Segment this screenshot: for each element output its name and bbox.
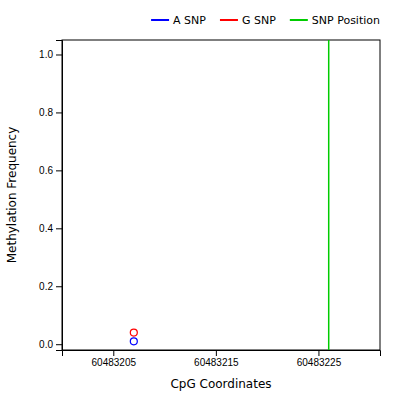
tick-label: 60483205: [92, 357, 137, 368]
tick-label: 0.4: [39, 223, 53, 234]
tick: 60483205: [92, 350, 137, 368]
legend-swatch: [151, 19, 169, 21]
point: [130, 329, 137, 336]
tick-label: 0.0: [39, 339, 53, 350]
y-axis: 0.0 0.2 0.4 0.6 0.8 1.0: [39, 41, 62, 351]
axis-domain: [63, 351, 381, 357]
legend-item: SNP Position: [290, 14, 380, 27]
series: [130, 338, 137, 345]
marks: [130, 40, 328, 350]
axis-domain: [56, 41, 63, 351]
legend-label: G SNP: [242, 14, 276, 27]
tick: 0.2: [39, 281, 62, 292]
x-axis-title: CpG Coordinates: [170, 377, 271, 391]
legend-label: SNP Position: [312, 14, 380, 27]
legend-item: A SNP: [151, 14, 206, 27]
tick-mark: [56, 228, 62, 229]
tick-mark: [56, 54, 62, 55]
legend-swatch: [290, 19, 308, 21]
tick: 60483225: [297, 350, 342, 368]
tick: 0.0: [39, 339, 62, 350]
tick-label: 1.0: [39, 49, 53, 60]
tick-mark: [56, 344, 62, 345]
tick-mark: [56, 286, 62, 287]
x-axis: 60483205 60483215 60483225: [63, 350, 381, 368]
plot: 60483205 60483215 60483225 0.0 0.2 0.4 0.6 0.8 1…: [39, 40, 380, 368]
tick: 60483215: [194, 350, 239, 368]
plot-frame: [62, 40, 380, 350]
chart: 60483205 60483215 60483225 0.0 0.2 0.4 0.6 0.8 1…: [0, 0, 400, 400]
tick-label: 60483225: [297, 357, 342, 368]
legend: A SNP G SNP SNP Position: [151, 14, 380, 27]
tick-mark: [318, 350, 319, 356]
y-axis-title: Methylation Frequency: [5, 127, 19, 264]
tick-label: 0.8: [39, 107, 53, 118]
tick-label: 0.6: [39, 165, 53, 176]
legend-label: A SNP: [173, 14, 206, 27]
tick-mark: [113, 350, 114, 356]
tick-label: 0.2: [39, 281, 53, 292]
series: [130, 329, 137, 336]
tick-mark: [56, 170, 62, 171]
vertical-line: [328, 40, 330, 350]
series: [328, 40, 329, 350]
legend-swatch: [220, 19, 238, 21]
tick: 0.6: [39, 165, 62, 176]
tick: 1.0: [39, 49, 62, 60]
tick-label: 60483215: [194, 357, 239, 368]
tick-mark: [56, 112, 62, 113]
legend-item: G SNP: [220, 14, 276, 27]
point: [130, 338, 137, 345]
tick: 0.4: [39, 223, 62, 234]
tick: 0.8: [39, 107, 62, 118]
tick-mark: [216, 350, 217, 356]
